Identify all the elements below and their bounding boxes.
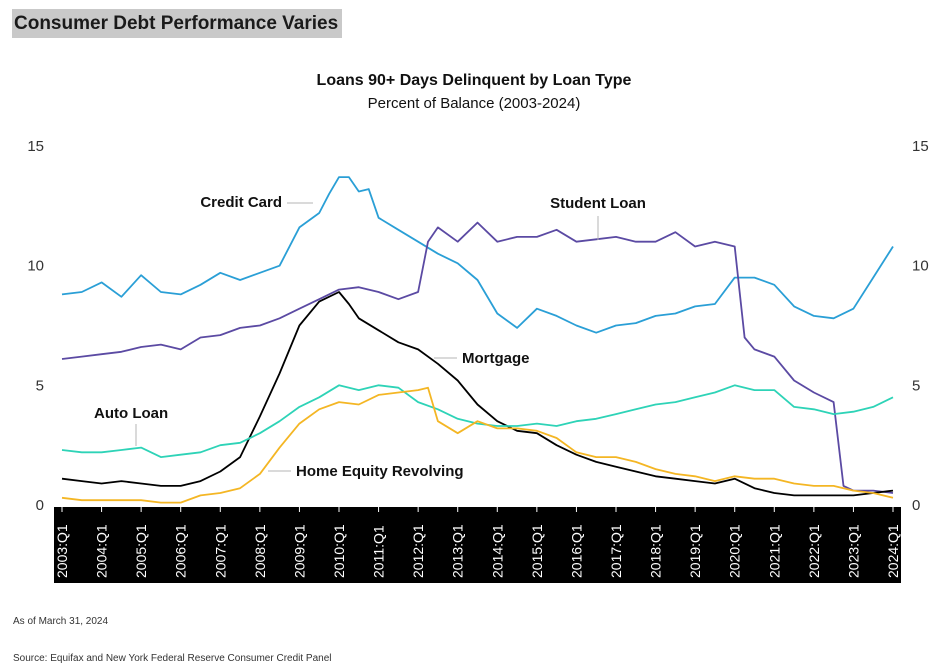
y-tick-label-right: 10	[912, 258, 929, 275]
x-tick-label: 2024:Q1	[885, 524, 901, 578]
chart-title: Loans 90+ Days Delinquent by Loan Type	[316, 72, 632, 89]
x-tick-label: 2019:Q1	[687, 524, 703, 578]
y-axis-left: 0 5 10 15	[27, 138, 44, 514]
y-tick-label-left: 0	[36, 497, 44, 514]
x-tick-label: 2015:Q1	[529, 524, 545, 578]
x-tick-label: 2006:Q1	[173, 524, 189, 578]
series-line-credit-card	[61, 176, 894, 334]
x-tick-label: 2008:Q1	[252, 524, 268, 578]
x-tick-label: 2016:Q1	[568, 524, 584, 578]
y-tick-label-left: 5	[36, 377, 44, 394]
x-tick-label: 2004:Q1	[94, 524, 110, 578]
x-tick-label: 2014:Q1	[489, 524, 505, 578]
x-tick-label: 2011:Q1	[371, 525, 387, 578]
chart-subtitle: Percent of Balance (2003-2024)	[367, 95, 581, 112]
x-tick-label: 2012:Q1	[410, 524, 426, 578]
source-note: Source: Equifax and New York Federal Res…	[13, 653, 332, 664]
as-of-note: As of March 31, 2024	[13, 616, 109, 627]
y-tick-label-left: 15	[27, 138, 44, 155]
x-axis-band	[54, 507, 901, 583]
series-line-home-equity-revolving	[61, 386, 894, 504]
x-tick-label: 2003:Q1	[54, 524, 70, 578]
y-tick-label-right: 0	[912, 497, 920, 514]
annotation-home-equity-revolving: Home Equity Revolving	[296, 463, 464, 480]
x-tick-label: 2010:Q1	[331, 524, 347, 578]
y-tick-label-right: 15	[912, 138, 929, 155]
x-tick-label: 2009:Q1	[291, 524, 307, 578]
x-tick-label: 2007:Q1	[212, 524, 228, 578]
x-tick-label: 2021:Q1	[766, 524, 782, 578]
series-line-student-loan	[61, 221, 894, 494]
series-annotations: Credit Card Student Loan Mortgage Auto Loan…	[94, 194, 646, 480]
annotation-credit-card: Credit Card	[200, 194, 282, 211]
x-tick-label: 2017:Q1	[608, 524, 624, 578]
x-tick-label: 2023:Q1	[845, 524, 861, 578]
y-tick-label-left: 10	[27, 258, 44, 275]
x-axis-tick-labels: 2003:Q1 2004:Q1 2005:Q1 2006:Q1 2007:Q1 2008:…	[54, 507, 901, 578]
annotation-student-loan: Student Loan	[550, 195, 646, 212]
x-tick-label: 2013:Q1	[450, 524, 466, 578]
x-tick-label: 2018:Q1	[648, 524, 664, 578]
series-line-auto-loan	[61, 384, 894, 458]
x-tick-label: 2020:Q1	[727, 524, 743, 578]
x-tick-label: 2005:Q1	[133, 524, 149, 578]
annotation-mortgage: Mortgage	[462, 350, 530, 367]
annotation-auto-loan: Auto Loan	[94, 405, 168, 422]
y-axis-right: 0 5 10 15	[912, 138, 929, 514]
x-tick-label: 2022:Q1	[806, 524, 822, 578]
series-line-mortgage	[61, 291, 894, 497]
series-layer	[61, 176, 894, 504]
page-title: Consumer Debt Performance Varies	[12, 9, 343, 38]
y-tick-label-right: 5	[912, 377, 920, 394]
